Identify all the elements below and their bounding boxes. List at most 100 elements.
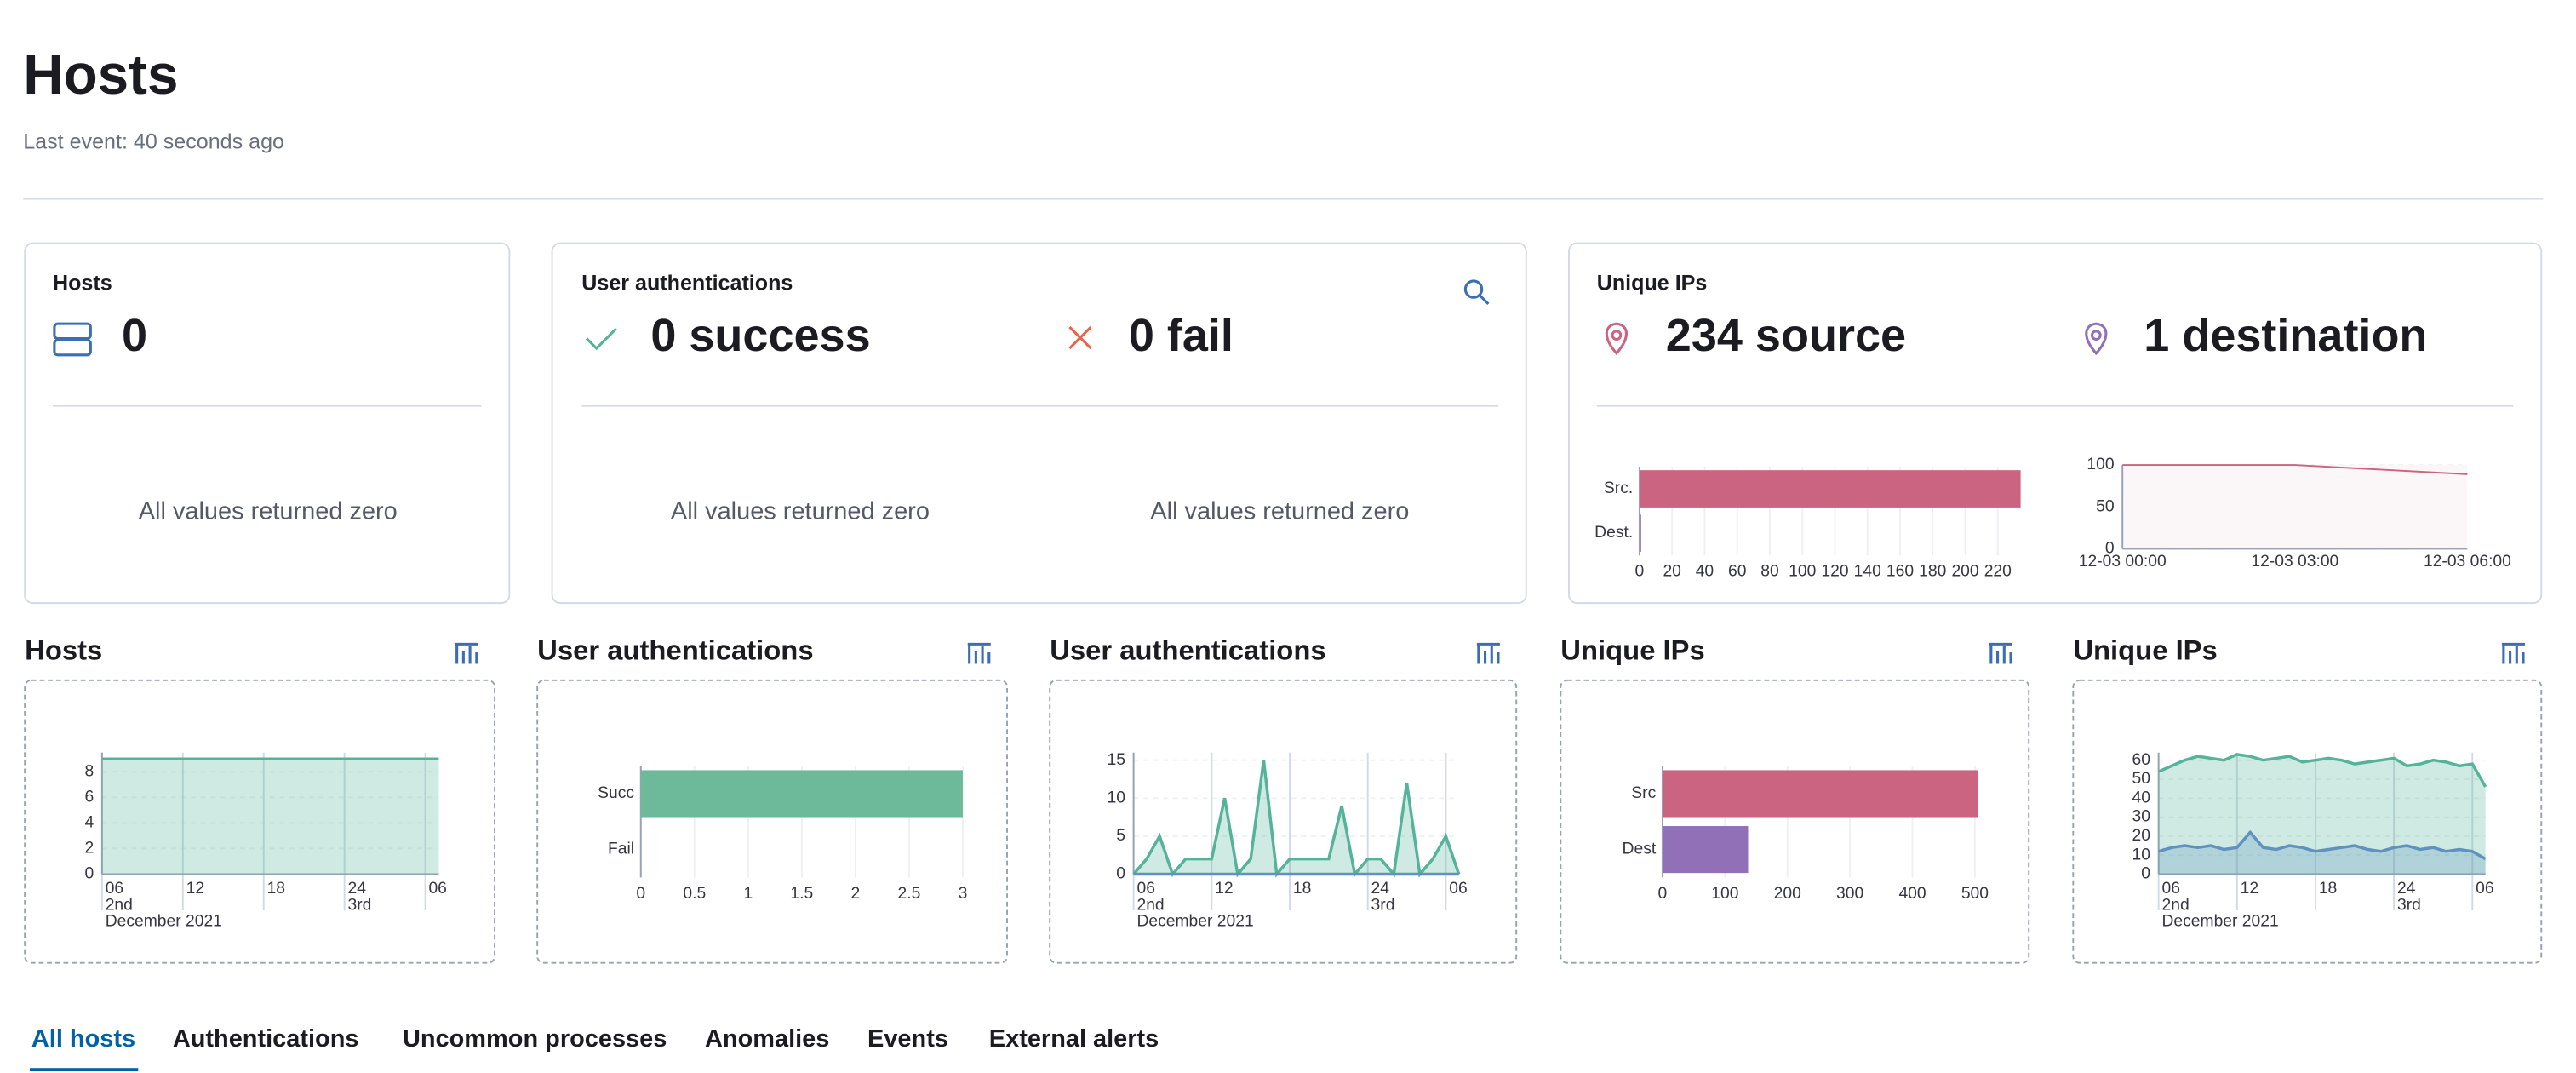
x-tick-label: 06 bbox=[428, 880, 446, 898]
y-tick-label: 15 bbox=[1108, 751, 1125, 769]
x-tick-label: 80 bbox=[1760, 563, 1778, 581]
panel-border bbox=[536, 679, 1009, 964]
x-tick-label: 3 bbox=[959, 885, 968, 903]
x-tick-label: 18 bbox=[267, 880, 285, 898]
x-axis-label: December 2021 bbox=[2162, 913, 2279, 931]
x-tick-label: 0 bbox=[1635, 563, 1645, 581]
bar bbox=[1639, 514, 1641, 553]
x-tick-label: 220 bbox=[1984, 563, 2012, 581]
y-tick-label: 50 bbox=[2096, 497, 2114, 515]
tab[interactable]: Authentications bbox=[173, 1025, 359, 1053]
x-axis-label: December 2021 bbox=[1136, 913, 1253, 931]
x-tick-label: 06 bbox=[2162, 880, 2180, 898]
stat: 234 source bbox=[1666, 310, 1906, 361]
x-tick-label: 2 bbox=[851, 885, 861, 903]
y-tick-label: 5 bbox=[1116, 827, 1125, 845]
category-label: Src. bbox=[1604, 479, 1633, 497]
card-title: User authentications bbox=[581, 271, 793, 295]
panel-title: Unique IPs bbox=[2073, 634, 2217, 666]
line bbox=[2158, 829, 2487, 861]
x-tick-label: 12 bbox=[1215, 880, 1233, 898]
tab[interactable]: Events bbox=[867, 1025, 948, 1053]
y-tick-label: 0 bbox=[1116, 865, 1125, 883]
y-tick-label: 30 bbox=[2132, 808, 2150, 826]
y-tick-label: 0 bbox=[2141, 865, 2150, 883]
card-title: Hosts bbox=[53, 271, 112, 295]
x-tick-label: 1 bbox=[743, 885, 753, 903]
tab[interactable]: External alerts bbox=[989, 1025, 1159, 1053]
x-tick-label: 0 bbox=[1658, 885, 1668, 903]
tab-underline bbox=[29, 1068, 139, 1072]
panel-icon bbox=[2501, 642, 2525, 664]
y-tick-label: 40 bbox=[2132, 789, 2150, 806]
x-tick-label: 12 bbox=[186, 880, 204, 898]
x-subtick-label: 2nd bbox=[1136, 896, 1164, 914]
x-tick-label: 60 bbox=[1728, 563, 1746, 581]
x-tick-label: 200 bbox=[1951, 563, 1978, 581]
x-tick-label: 06 bbox=[2476, 880, 2493, 898]
x-tick-label: 12-03 00:00 bbox=[2079, 553, 2167, 571]
category-label: Dest bbox=[1623, 841, 1657, 858]
x-axis-label: December 2021 bbox=[106, 913, 222, 931]
y-tick-label: 8 bbox=[84, 762, 94, 780]
category-label: Dest. bbox=[1594, 524, 1633, 542]
panel-border bbox=[24, 679, 495, 964]
x-tick-label: 400 bbox=[1898, 885, 1926, 903]
tab[interactable]: All hosts bbox=[31, 1025, 135, 1053]
panel-title: User authentications bbox=[1050, 634, 1325, 666]
x-tick-label: 20 bbox=[1663, 563, 1680, 581]
category-label: Src bbox=[1631, 784, 1656, 802]
x-tick-label: 06 bbox=[1449, 880, 1467, 898]
empty-message: All values returned zero bbox=[671, 498, 930, 525]
x-subtick-label: 3rd bbox=[348, 896, 372, 914]
page-title: Hosts bbox=[23, 43, 178, 106]
x-subtick-label: 3rd bbox=[2397, 896, 2421, 914]
x-tick-label: 24 bbox=[2397, 880, 2416, 898]
y-tick-label: 50 bbox=[2132, 770, 2150, 788]
x-tick-label: 160 bbox=[1886, 563, 1914, 581]
panel-icon bbox=[967, 642, 991, 664]
panel-border bbox=[2072, 679, 2543, 964]
x-tick-label: 100 bbox=[1711, 885, 1738, 903]
x-tick-label: 40 bbox=[1696, 563, 1714, 581]
x-tick-label: 24 bbox=[348, 880, 367, 898]
tab[interactable]: Uncommon processes bbox=[403, 1025, 667, 1053]
x-tick-label: 140 bbox=[1854, 563, 1881, 581]
x-tick-label: 2.5 bbox=[898, 885, 921, 903]
stat: 0 success bbox=[650, 310, 870, 361]
bar bbox=[640, 770, 963, 818]
x-tick-label: 18 bbox=[2319, 880, 2337, 898]
x-tick-label: 300 bbox=[1836, 885, 1863, 903]
area bbox=[2158, 832, 2486, 875]
x-subtick-label: 2nd bbox=[2162, 896, 2190, 914]
panel-border bbox=[1049, 679, 1518, 964]
area bbox=[1133, 760, 1459, 875]
x-tick-label: 12-03 06:00 bbox=[2424, 553, 2511, 571]
x-tick-label: 180 bbox=[1919, 563, 1946, 581]
panel-title: Unique IPs bbox=[1560, 634, 1704, 666]
stat: 0 fail bbox=[1129, 310, 1234, 361]
panel-border bbox=[1560, 679, 2030, 964]
card-borders bbox=[24, 242, 2543, 605]
y-tick-label: 4 bbox=[84, 813, 94, 831]
x-tick-label: 18 bbox=[1293, 880, 1311, 898]
card-title: Unique IPs bbox=[1597, 271, 1708, 295]
bar bbox=[1662, 770, 1978, 818]
tab[interactable]: Anomalies bbox=[705, 1025, 829, 1053]
y-tick-label: 20 bbox=[2132, 827, 2150, 845]
x-subtick-label: 2nd bbox=[106, 896, 133, 914]
last-event: Last event: 40 seconds ago bbox=[23, 129, 284, 153]
y-tick-label: 6 bbox=[84, 788, 94, 806]
x-tick-label: 0 bbox=[636, 885, 645, 903]
line bbox=[2157, 753, 2487, 788]
y-tick-label: 10 bbox=[2132, 846, 2150, 864]
x-tick-label: 12-03 03:00 bbox=[2251, 553, 2338, 571]
panel-icon bbox=[1476, 642, 1500, 664]
x-tick-label: 0.5 bbox=[683, 885, 706, 903]
plot-bg bbox=[2122, 465, 2468, 549]
bar bbox=[1639, 470, 2021, 508]
panel-icon bbox=[1989, 642, 2012, 664]
y-tick-label: 0 bbox=[84, 865, 94, 883]
